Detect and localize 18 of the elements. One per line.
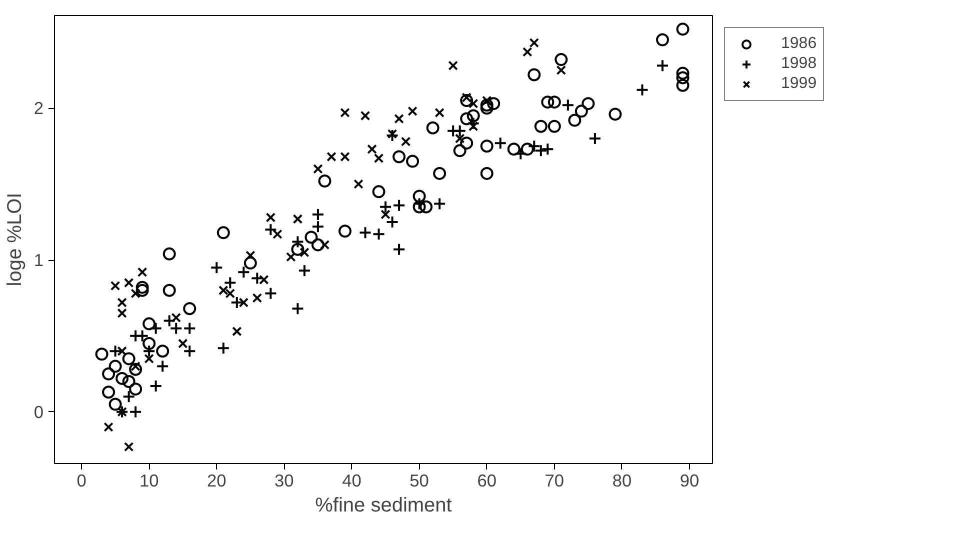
y-tick-label: 2 (34, 98, 44, 118)
x-tick-label: 20 (207, 470, 226, 490)
x-tick-label: 50 (410, 470, 429, 490)
legend-label: 1999 (781, 75, 817, 93)
x-tick-label: 10 (139, 470, 159, 490)
y-tick-label: 1 (34, 250, 44, 270)
x-tick-label: 60 (477, 470, 497, 490)
x-tick-label: 70 (544, 470, 564, 490)
x-tick-label: 0 (76, 470, 86, 490)
x-tick-label: 90 (680, 470, 700, 490)
y-axis-title: loge %LOI (4, 192, 26, 286)
x-tick-label: 80 (612, 470, 632, 490)
y-tick-label: 0 (34, 402, 44, 422)
legend-label: 1986 (781, 35, 817, 53)
legend-label: 1998 (781, 55, 817, 73)
x-tick-label: 40 (342, 470, 362, 490)
x-axis-title: %fine sediment (315, 494, 452, 516)
x-tick-label: 30 (274, 470, 294, 490)
